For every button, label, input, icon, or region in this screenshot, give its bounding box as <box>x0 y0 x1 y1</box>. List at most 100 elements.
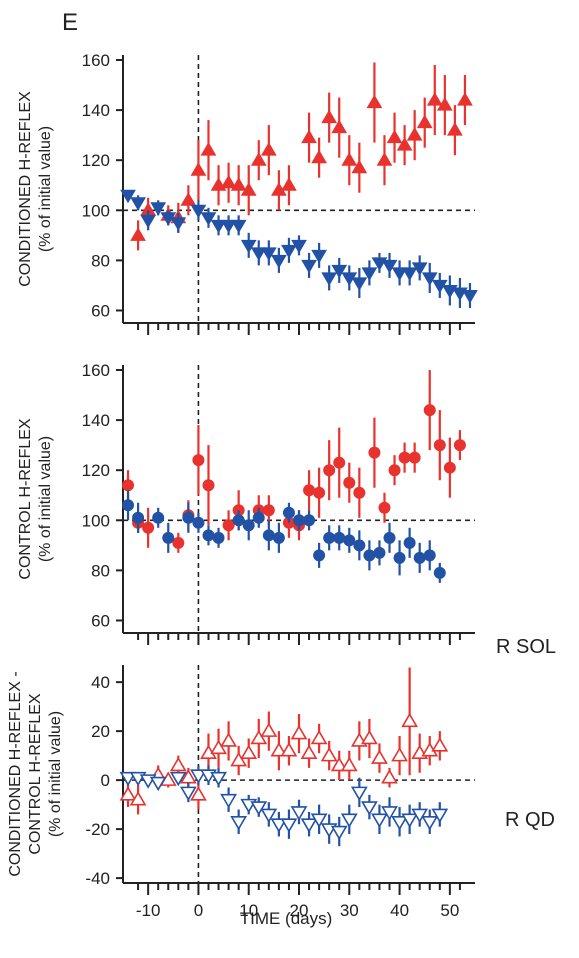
data-point <box>242 746 256 758</box>
data-point <box>153 512 164 523</box>
data-point <box>428 93 442 105</box>
data-point <box>213 532 224 543</box>
data-point <box>403 268 417 280</box>
data-point <box>222 734 236 746</box>
series-blue-circle <box>123 490 446 583</box>
data-point <box>282 178 296 190</box>
data-point <box>262 724 276 736</box>
data-point <box>399 452 410 463</box>
data-point <box>463 290 477 302</box>
data-point <box>232 220 246 232</box>
data-point <box>273 532 284 543</box>
data-point <box>383 771 397 783</box>
data-point <box>294 515 305 526</box>
data-point <box>364 550 375 561</box>
data-point <box>322 111 336 123</box>
data-point <box>193 455 204 466</box>
data-point <box>424 405 435 416</box>
data-point <box>418 116 432 128</box>
data-point <box>302 131 316 143</box>
y-tick-label: 160 <box>82 361 110 380</box>
y-tick-label: 0 <box>101 771 110 790</box>
data-point <box>342 153 356 165</box>
data-point <box>173 537 184 548</box>
data-point <box>282 819 296 831</box>
x-tick-label: 50 <box>440 901 459 920</box>
data-point <box>352 278 366 290</box>
data-point <box>304 515 315 526</box>
data-point <box>141 215 155 227</box>
data-point <box>458 93 472 105</box>
y-tick-label: 140 <box>82 411 110 430</box>
data-point <box>203 530 214 541</box>
data-point <box>143 522 154 533</box>
data-point <box>263 530 274 541</box>
y-tick-label: 80 <box>91 251 110 270</box>
data-point <box>123 500 134 511</box>
y-axis-title-line: CONTROL H-REFLEX <box>27 693 44 855</box>
y-tick-label: 20 <box>91 722 110 741</box>
data-point <box>374 547 385 558</box>
data-point <box>282 744 296 756</box>
data-point <box>342 758 356 770</box>
data-point <box>201 143 215 155</box>
data-point <box>193 517 204 528</box>
data-point <box>253 512 264 523</box>
data-point <box>232 817 246 829</box>
data-point <box>352 787 366 799</box>
data-point <box>322 273 336 285</box>
data-point <box>372 814 386 826</box>
data-point <box>131 228 145 240</box>
data-point <box>354 487 365 498</box>
data-point <box>424 550 435 561</box>
data-point <box>444 462 455 473</box>
data-point <box>454 440 465 451</box>
data-point <box>324 465 335 476</box>
y-tick-label: 40 <box>91 673 110 692</box>
data-point <box>302 746 316 758</box>
x-tick-label: 30 <box>340 901 359 920</box>
y-tick-label: 120 <box>82 461 110 480</box>
data-point <box>334 457 345 468</box>
y-tick-label: 80 <box>91 561 110 580</box>
data-point <box>379 502 390 513</box>
data-point <box>409 452 420 463</box>
y-axis-title-line: CONDITIONED H-REFLEX - <box>7 671 24 876</box>
y-axis-title-line: CONDITIONED H-REFLEX <box>17 91 34 287</box>
data-point <box>283 507 294 518</box>
data-point <box>302 260 316 272</box>
chart-panel-1: 60 80 100 120 140 160 CONDITIONED H-REFLEX (% o… <box>17 51 477 335</box>
data-point <box>334 532 345 543</box>
y-tick-label: 60 <box>91 301 110 320</box>
y-axis-title-line: (% of initial value) <box>47 711 64 837</box>
y-tick-label: 60 <box>91 611 110 630</box>
y-tick-label: 120 <box>82 151 110 170</box>
data-point <box>312 151 326 163</box>
data-point <box>312 731 326 743</box>
x-tick-label: -10 <box>136 901 161 920</box>
data-point <box>263 505 274 516</box>
data-point <box>324 532 335 543</box>
data-point <box>292 807 306 819</box>
data-point <box>272 255 286 267</box>
data-point <box>262 143 276 155</box>
data-point <box>302 819 316 831</box>
data-point <box>404 537 415 548</box>
data-point <box>212 773 226 785</box>
data-point <box>332 827 346 839</box>
data-point <box>223 520 234 531</box>
data-point <box>384 532 395 543</box>
data-point <box>314 550 325 561</box>
data-point <box>183 512 194 523</box>
data-point <box>362 802 376 814</box>
data-point <box>314 487 325 498</box>
data-point <box>372 751 386 763</box>
y-tick-label: -40 <box>85 869 110 888</box>
series-blue-triangle-down <box>121 190 477 308</box>
y-tick-label: 140 <box>82 101 110 120</box>
chart-panel-2: 60 80 100 120 140 160 CONTROL H-REFLEX (% of in… <box>17 361 475 645</box>
data-point <box>344 535 355 546</box>
chart-panel-3: -40-2002040-10 0 10 20 30 40 50CONDITIONED H-R… <box>7 665 475 920</box>
